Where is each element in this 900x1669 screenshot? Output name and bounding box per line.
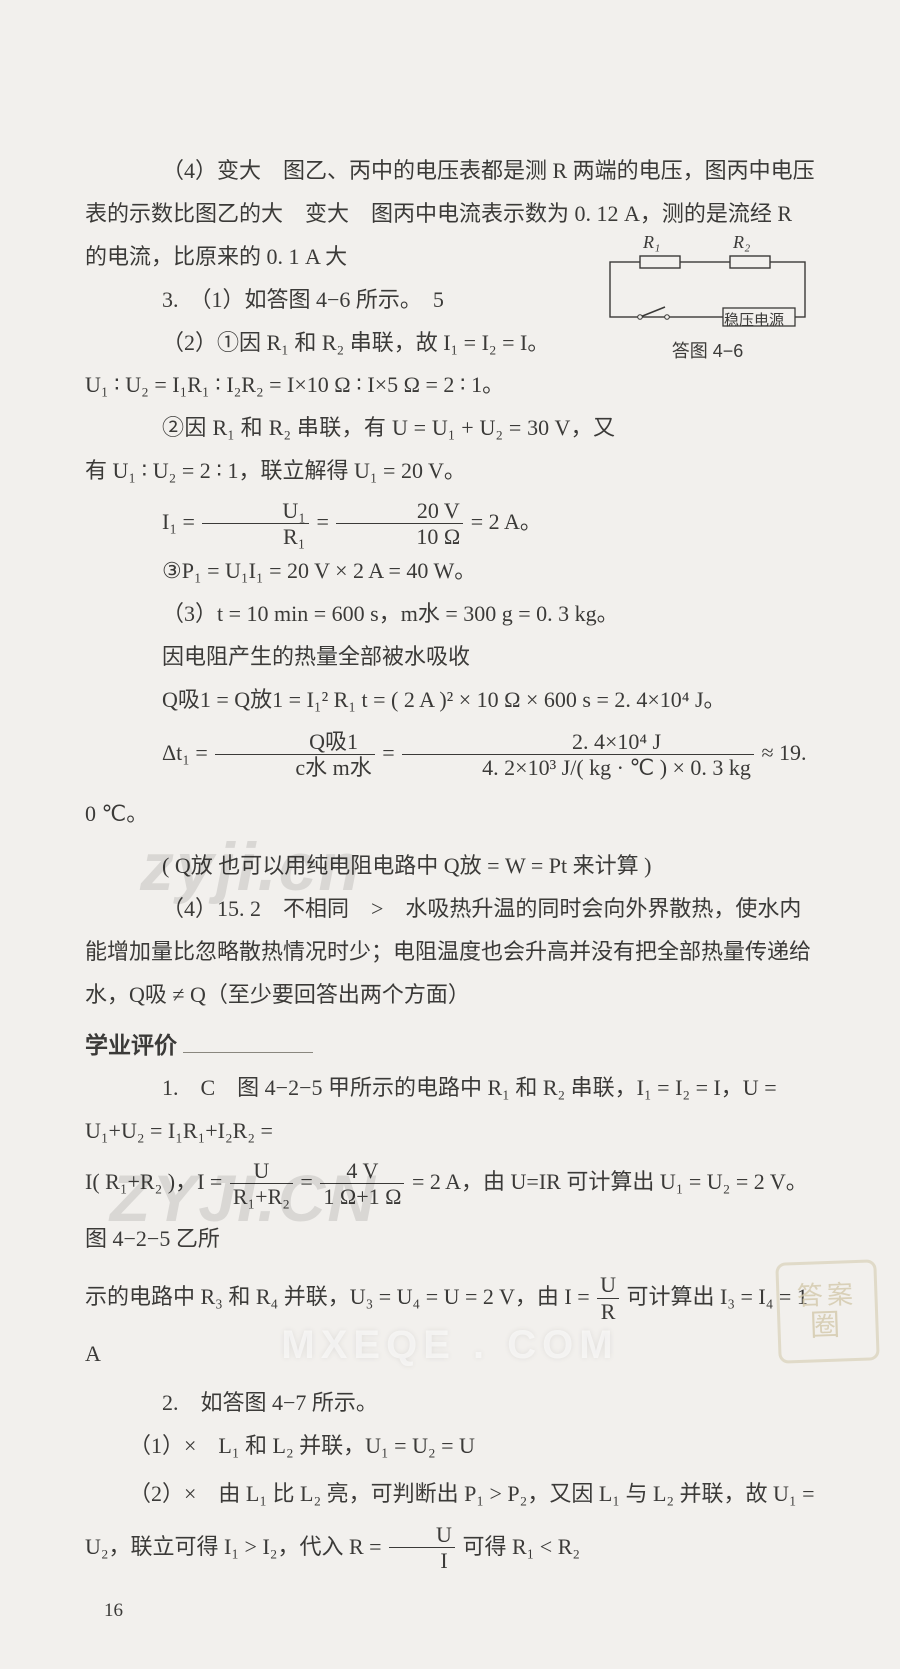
page-number: 16 [85,1592,815,1629]
source-label: 稳压电源 [724,309,784,330]
eval-2-2b: 可得 R₁ < R₂ [462,1534,580,1559]
frac-u-r: UR [597,1273,619,1323]
r1-label: R₁ [643,232,660,253]
q3-heat-txt: 因电阻产生的热量全部被水吸收 [85,636,815,679]
watermark-2: ZYJI.CN [110,1160,377,1236]
badge-line1: 答案 [796,1280,857,1311]
q3-3-p1: ③P₁ = U₁I₁ = 20 V × 2 A = 40 W。 [85,550,815,593]
q-absorb: Q吸1 = Q放1 = I₁² R₁ t = ( 2 A )² × 10 Ω ×… [85,679,815,722]
frac-q-cm: Q吸1c水 m水 [215,730,374,780]
eq-i1: I₁ = U₁R₁ = 20 V10 Ω = 2 A。 [85,493,815,550]
figure-caption: 答图 4−6 [600,337,815,363]
eq-i1-rhs: = 2 A。 [471,509,542,534]
section-underline [183,1052,313,1053]
section-title: 学业评价 [85,1023,815,1068]
eval-1c-a: 示的电路中 R₃ 和 R₄ 并联，U₃ = U₄ = U = 2 V，由 I = [85,1284,590,1309]
figure-4-6: R₁ R₂ 稳压电源 答图 4−6 [600,250,815,363]
r2-label: R₂ [733,232,750,253]
eq-i1-lhs: I₁ = [162,509,195,534]
q3-1: 3. （1）如答图 4−6 所示。 5 [85,279,565,322]
section-title-text: 学业评价 [85,1032,177,1058]
eq-dt1: Δt₁ = Q吸1c水 m水 = 2. 4×10⁴ J4. 2×10³ J/( … [85,722,815,845]
footer-watermark: MXEQE . COM [0,1323,900,1368]
eq-dt1-lhs: Δt₁ = [162,740,208,765]
q3-3-t: （3）t = 10 min = 600 s，m水 = 300 g = 0. 3 … [85,593,815,636]
frac-20-10: 20 V10 Ω [336,499,463,549]
frac-u1-r1: U₁R₁ [202,499,309,549]
frac-u-i: UI [389,1523,455,1573]
eval-2-1: （1）× L₁ 和 L₂ 并联，U₁ = U₂ = U [85,1425,815,1468]
q3-2-1: （2）①因 R₁ 和 R₂ 串联，故 I₁ = I₂ = I。 [85,322,565,365]
ratio-line: U₁ ∶ U₂ = I₁R₁ ∶ I₂R₂ = I×10 Ω ∶ I×5 Ω =… [85,364,595,407]
watermark-1: zyji.cn [140,828,362,906]
eval-2-2: （2）× 由 L₁ 比 L₂ 亮，可判断出 P₁ > P₂，又因 L₁ 与 L₂… [85,1468,815,1574]
eval-1a: 1. C 图 4−2−5 甲所示的电路中 R₁ 和 R₂ 串联，I₁ = I₂ … [85,1067,815,1153]
q3-4: （4）15. 2 不相同 > 水吸热升温的同时会向外界散热，使水内能增加量比忽略… [85,888,815,1017]
frac-heat-calc: 2. 4×10⁴ J4. 2×10³ J/( kg · ℃ ) × 0. 3 k… [402,730,754,780]
q3-2-2: ②因 R₁ 和 R₂ 串联，有 U = U₁ + U₂ = 30 V，又有 U₁… [85,407,615,493]
eval-2: 2. 如答图 4−7 所示。 [85,1382,815,1425]
